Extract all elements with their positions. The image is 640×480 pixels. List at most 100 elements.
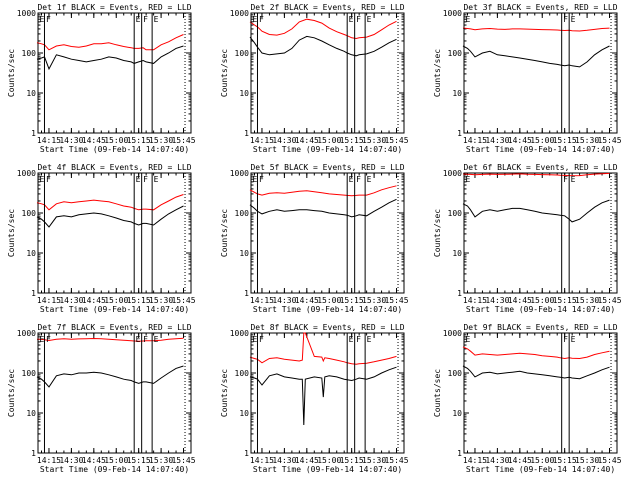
x-tick-label: 14:30 [485, 136, 509, 145]
panel-title: Det 6f BLACK = Events, RED = LLD [463, 163, 617, 172]
y-axis-label: Counts/sec [433, 49, 442, 97]
x-tick-label: 15:00 [317, 456, 341, 465]
x-tick-label: 14:45 [295, 456, 319, 465]
x-tick-label: 14:15 [250, 296, 274, 305]
x-axis-label: Start Time (09-Feb-14 14:07:40) [466, 145, 615, 154]
x-tick-label: 15:30 [362, 296, 386, 305]
x-tick-label: 14:15 [37, 136, 61, 145]
marker-label: F [259, 175, 264, 184]
series-line-lld [249, 185, 397, 197]
y-tick-label: 100 [235, 209, 250, 218]
x-tick-label: 15:15 [127, 136, 151, 145]
x-tick-label: 15:00 [317, 136, 341, 145]
y-tick-label: 10 [239, 89, 249, 98]
y-tick-label: 100 [235, 369, 250, 378]
panel-4: Det 4f BLACK = Events, RED = LLD 1 10 100 10… [7, 163, 196, 314]
marker-label: E [154, 15, 159, 24]
x-axis-label: Start Time (09-Feb-14 14:07:40) [253, 305, 402, 314]
y-tick-label: 1000 [230, 169, 249, 178]
x-tick-label: 14:30 [485, 456, 509, 465]
marker-label: F [143, 335, 148, 344]
series-line-lld [462, 346, 610, 360]
y-axis-label: Counts/sec [220, 369, 229, 417]
marker-label: E [154, 335, 159, 344]
panel-3: Det 3f BLACK = Events, RED = LLD 1 10 100 10… [433, 3, 622, 154]
plot-frame [250, 12, 405, 134]
x-tick-label: 14:15 [463, 136, 487, 145]
panel-5: Det 5f BLACK = Events, RED = LLD 1 10 100 10… [220, 163, 409, 314]
marker-label: E [349, 175, 354, 184]
y-tick-label: 1 [244, 129, 249, 138]
x-tick-label: 15:00 [104, 456, 128, 465]
marker-label: E [136, 175, 141, 184]
series-line-events [36, 365, 184, 388]
marker-label: E [40, 335, 45, 344]
marker-label: E [40, 15, 45, 24]
marker-label: E [136, 15, 141, 24]
marker-label: E [571, 335, 576, 344]
marker-label: F [563, 15, 568, 24]
panel-title: Det 8f BLACK = Events, RED = LLD [250, 323, 404, 332]
series-line-events [249, 35, 397, 57]
x-tick-label: 15:30 [575, 136, 599, 145]
series-line-lld [36, 337, 184, 342]
marker-label: F [356, 15, 361, 24]
x-tick-label: 15:15 [553, 456, 577, 465]
x-tick-label: 14:15 [250, 136, 274, 145]
marker-label: F [46, 175, 51, 184]
marker-label: E [253, 15, 258, 24]
marker-label: F [356, 175, 361, 184]
x-axis-label: Start Time (09-Feb-14 14:07:40) [40, 305, 189, 314]
marker-label: F [563, 175, 568, 184]
x-tick-label: 15:30 [149, 456, 173, 465]
panel-title: Det 7f BLACK = Events, RED = LLD [37, 323, 191, 332]
x-tick-label: 15:30 [362, 456, 386, 465]
y-tick-label: 1000 [443, 329, 462, 338]
x-tick-label: 14:45 [295, 136, 319, 145]
x-tick-label: 15:45 [597, 456, 621, 465]
x-tick-label: 15:45 [171, 456, 195, 465]
x-axis-label: Start Time (09-Feb-14 14:07:40) [253, 465, 402, 474]
y-tick-label: 1000 [17, 9, 36, 18]
y-tick-label: 1 [457, 449, 462, 458]
x-tick-label: 15:00 [317, 296, 341, 305]
marker-label: E [253, 175, 258, 184]
marker-label: E [349, 15, 354, 24]
x-axis-label: Start Time (09-Feb-14 14:07:40) [466, 465, 615, 474]
x-tick-label: 14:45 [508, 296, 532, 305]
y-axis-label: Counts/sec [433, 209, 442, 257]
marker-label: E [571, 175, 576, 184]
marker-label: E [367, 175, 372, 184]
y-tick-label: 10 [452, 249, 462, 258]
panel-title: Det 3f BLACK = Events, RED = LLD [463, 3, 617, 12]
x-tick-label: 14:30 [485, 296, 509, 305]
x-tick-label: 15:00 [530, 296, 554, 305]
x-tick-label: 14:45 [82, 136, 106, 145]
x-tick-label: 14:15 [37, 296, 61, 305]
x-tick-label: 15:45 [597, 296, 621, 305]
y-tick-label: 1 [31, 289, 36, 298]
series-line-events [36, 45, 184, 71]
marker-label: F [143, 175, 148, 184]
series-line-lld [249, 18, 397, 40]
panel-title: Det 5f BLACK = Events, RED = LLD [250, 163, 404, 172]
x-tick-label: 15:30 [149, 136, 173, 145]
x-axis-label: Start Time (09-Feb-14 14:07:40) [40, 145, 189, 154]
x-tick-label: 15:00 [104, 136, 128, 145]
x-tick-label: 15:15 [127, 296, 151, 305]
x-tick-label: 15:15 [553, 296, 577, 305]
series-line-events [462, 365, 610, 380]
marker-label: F [259, 335, 264, 344]
panel-title: Det 9f BLACK = Events, RED = LLD [463, 323, 617, 332]
y-axis-label: Counts/sec [7, 209, 16, 257]
y-tick-label: 1 [31, 449, 36, 458]
plot-frame [463, 172, 618, 294]
plot-frame [37, 172, 192, 294]
x-tick-label: 15:15 [127, 456, 151, 465]
x-tick-label: 15:45 [384, 456, 408, 465]
panel-6: Det 6f BLACK = Events, RED = LLD 1 10 100 10… [433, 163, 622, 314]
y-tick-label: 100 [448, 369, 463, 378]
x-tick-label: 14:30 [272, 136, 296, 145]
marker-label: F [46, 335, 51, 344]
